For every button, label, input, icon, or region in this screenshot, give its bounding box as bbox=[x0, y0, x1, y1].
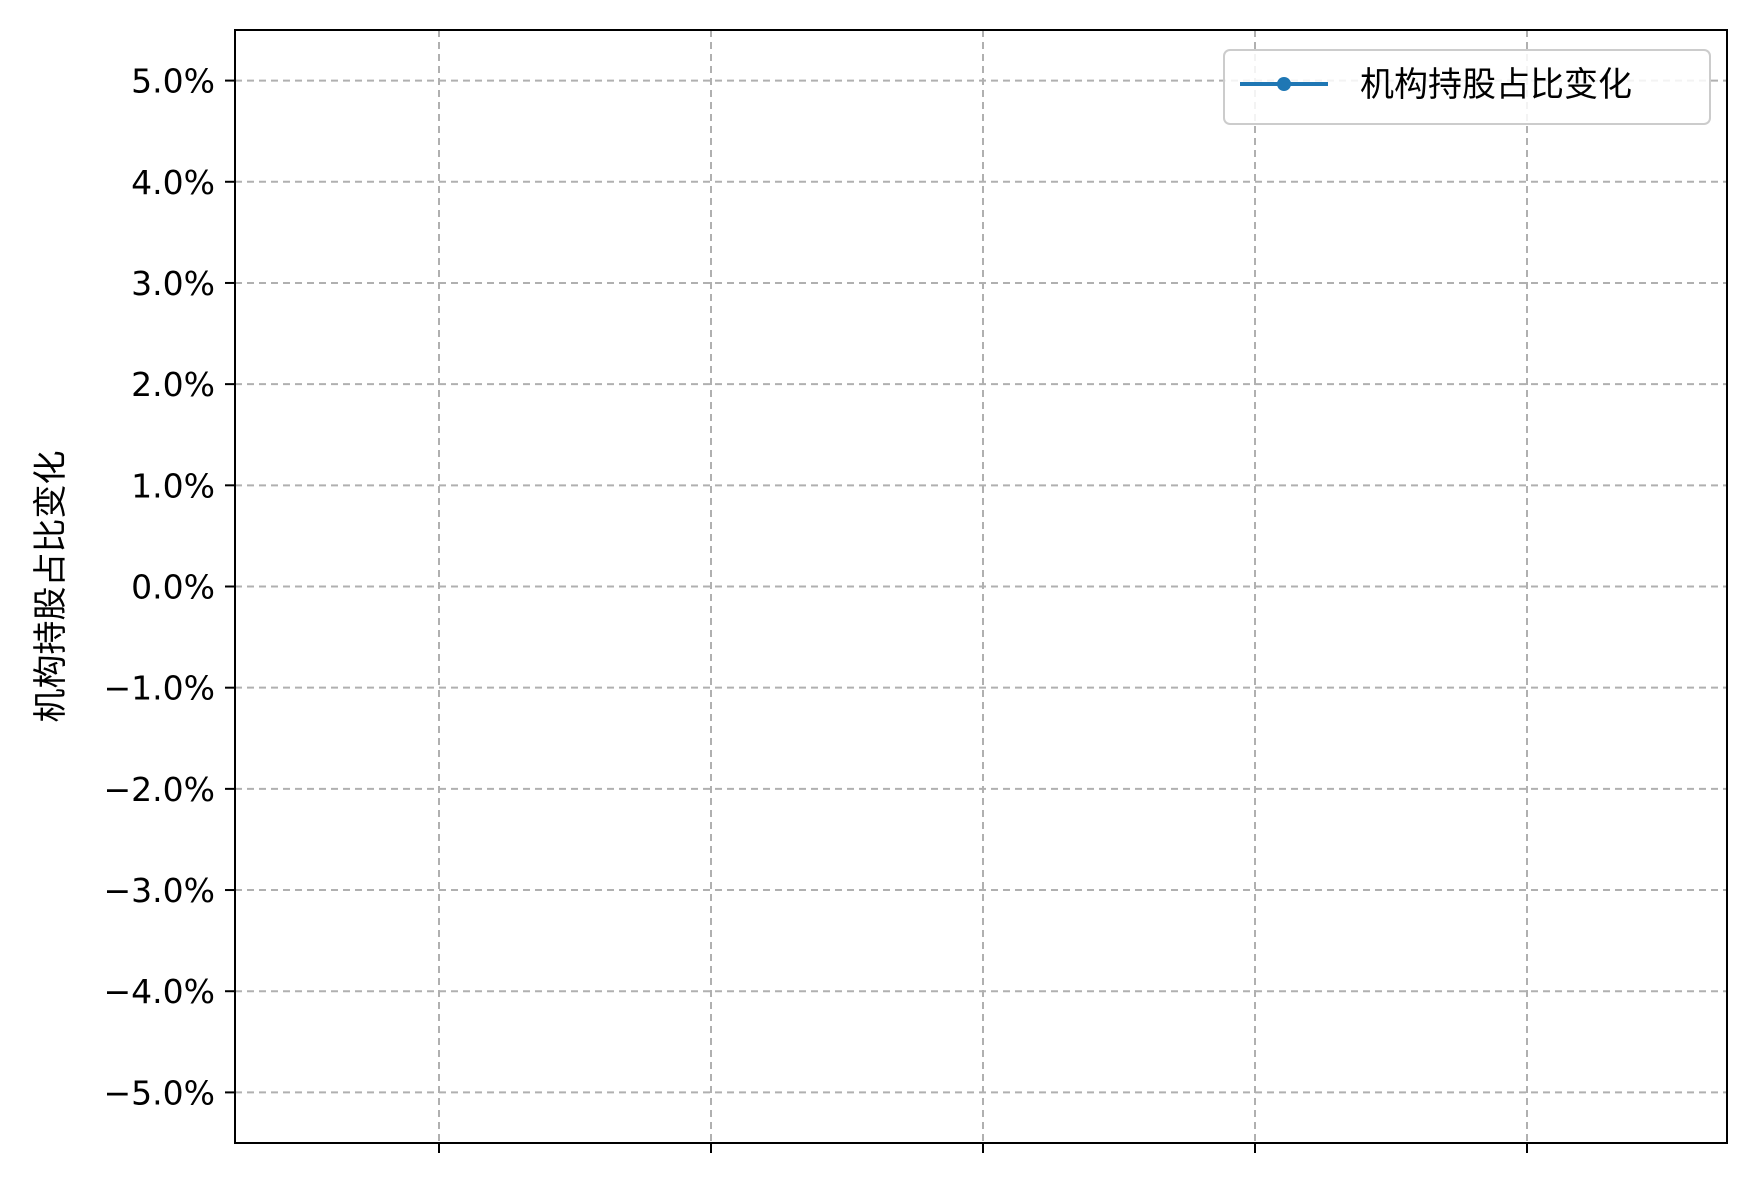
y-tick-label: 2.0% bbox=[131, 365, 215, 404]
grid bbox=[235, 30, 1727, 1143]
y-tick-label: 1.0% bbox=[131, 466, 215, 505]
y-axis: −5.0% −4.0% −3.0% −2.0% −1.0% 0.0% 1.0% 2.0% 3.0… bbox=[104, 62, 235, 1112]
y-tick-label: −3.0% bbox=[104, 871, 216, 910]
legend-box bbox=[1223, 49, 1711, 125]
y-tick-label: −1.0% bbox=[104, 669, 216, 708]
y-tick-label: −2.0% bbox=[104, 770, 216, 809]
y-tick-label: 4.0% bbox=[131, 163, 215, 202]
y-tick-label: 5.0% bbox=[131, 62, 215, 101]
legend: 机构持股占比变化 bbox=[1223, 49, 1711, 125]
y-tick-label: −5.0% bbox=[104, 1073, 216, 1112]
legend-label: 机构持股占比变化 bbox=[1360, 65, 1632, 105]
y-tick-label: 0.0% bbox=[131, 568, 215, 607]
y-tick-label: 3.0% bbox=[131, 264, 215, 303]
x-axis bbox=[438, 1143, 1528, 1153]
y-axis-label: 机构持股占比变化 bbox=[31, 451, 71, 723]
legend-dot-marker bbox=[1277, 77, 1291, 91]
y-tick-label: −4.0% bbox=[104, 972, 216, 1011]
